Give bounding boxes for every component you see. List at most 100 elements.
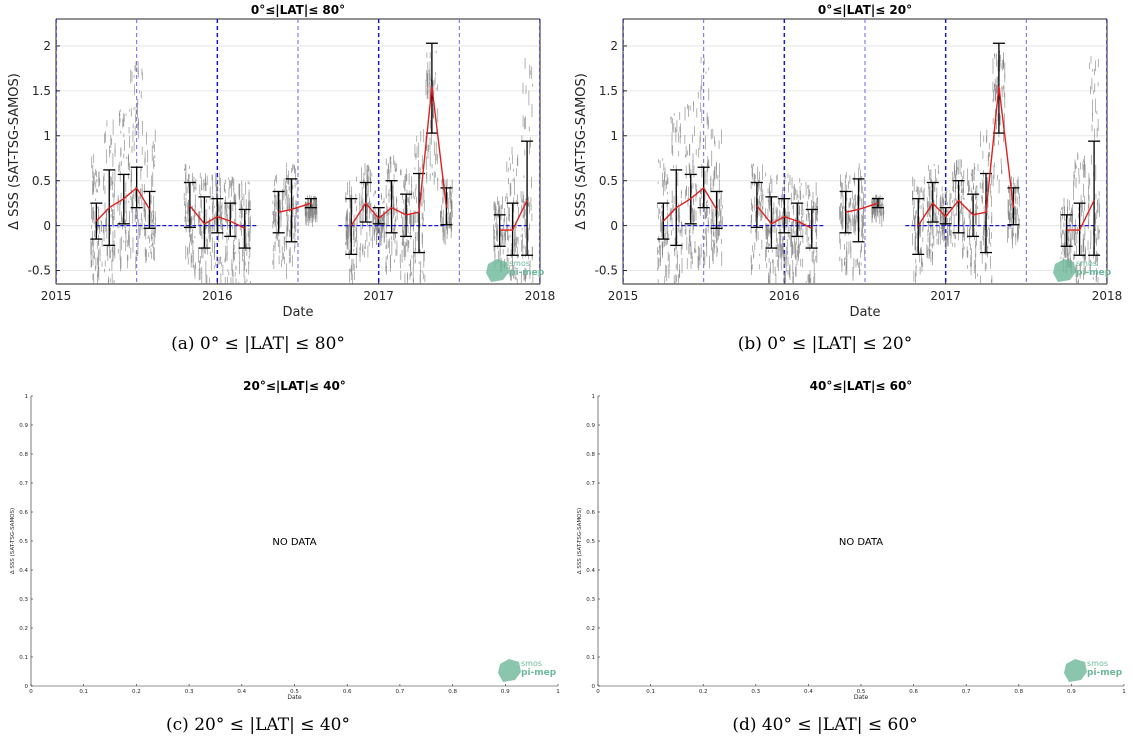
y-tick-label: 0.5 <box>599 174 618 188</box>
mean-line <box>756 205 813 229</box>
x-tick-label: 2017 <box>930 289 961 303</box>
x-tick-label: 2017 <box>363 289 394 303</box>
logo-text-line1: smos <box>1076 259 1097 268</box>
y-tick-label: 0.1 <box>19 655 28 661</box>
logo-text-line2: pi-mep <box>1087 668 1123 678</box>
no-data-label: NO DATA <box>272 537 316 548</box>
y-tick-label: 0.8 <box>586 452 595 458</box>
x-tick-label: 0.1 <box>646 689 655 695</box>
x-tick-label: 0.9 <box>1067 689 1076 695</box>
y-axis-label: Δ SSS (SAT-TSG-SAMOS) <box>7 73 22 230</box>
panel-title: 0°≤|LAT|≤ 80° <box>251 3 345 17</box>
x-tick-label: 0 <box>29 689 33 695</box>
panel-caption: (a) 0° ≤ |LAT| ≤ 80° <box>171 334 345 354</box>
x-axis-label: Date <box>849 305 880 320</box>
panel-4: 0 0.1 0.2 0.3 0.4 0.5 0.6 0.7 0.8 0.9 1 0 0.1 0.2 0.3 0… <box>577 379 1126 701</box>
logo-text-line1: smos <box>509 259 530 268</box>
y-tick-label: 0 <box>592 684 596 690</box>
y-tick-label: 0.4 <box>586 568 595 574</box>
x-tick-label: 0.1 <box>79 689 88 695</box>
x-tick-label: 2016 <box>202 289 233 303</box>
mean-line <box>278 202 312 213</box>
x-tick-label: 2015 <box>608 289 639 303</box>
mean-line <box>845 202 879 213</box>
logo-text-line1: smos <box>1087 659 1108 668</box>
panel-3: 0 0.1 0.2 0.3 0.4 0.5 0.6 0.7 0.8 0.9 1 0 0.1 0.2 0.3 0… <box>10 379 560 701</box>
y-tick-label: 1 <box>43 129 51 143</box>
panel-caption: (b) 0° ≤ |LAT| ≤ 20° <box>738 334 913 354</box>
x-tick-label: 2018 <box>525 289 556 303</box>
x-tick-label: 2016 <box>769 289 800 303</box>
y-tick-label: 0.7 <box>586 481 595 487</box>
y-tick-label: 0.9 <box>19 423 28 429</box>
y-tick-label: 0 <box>43 219 51 233</box>
x-axis-label: Date <box>854 694 869 701</box>
y-tick-label: 0.3 <box>586 597 595 603</box>
y-tick-label: 0.6 <box>586 510 595 516</box>
plot-area <box>56 19 540 284</box>
panel-title: 20°≤|LAT|≤ 40° <box>243 379 346 393</box>
y-tick-label: 0.9 <box>586 423 595 429</box>
logo-text-line2: pi-mep <box>521 668 557 678</box>
logo-text-line1: smos <box>521 659 542 668</box>
mean-line <box>1066 200 1095 231</box>
logo-text-line2: pi-mep <box>509 268 545 278</box>
x-tick-label: 0.2 <box>699 689 708 695</box>
y-tick-label: 1.5 <box>32 84 51 98</box>
logo-text-line2: pi-mep <box>1076 268 1112 278</box>
y-tick-label: 0.3 <box>19 597 28 603</box>
y-tick-label: 0.2 <box>586 626 595 632</box>
x-tick-label: 0.7 <box>396 689 405 695</box>
x-tick-label: 0.6 <box>343 689 352 695</box>
logo-mark-icon <box>486 259 509 282</box>
x-tick-label: 0.4 <box>237 689 246 695</box>
mean-line <box>350 86 448 226</box>
y-tick-label: 0.6 <box>19 510 28 516</box>
x-axis-label: Date <box>287 694 302 701</box>
x-tick-label: 0.7 <box>962 689 971 695</box>
panel-caption: (c) 20° ≤ |LAT| ≤ 40° <box>166 715 350 735</box>
mean-line <box>917 86 1015 226</box>
y-tick-label: 1 <box>610 129 618 143</box>
y-tick-label: -0.5 <box>28 264 51 278</box>
logo-mark-icon <box>1053 259 1076 282</box>
y-tick-label: 2 <box>610 39 618 53</box>
y-tick-label: -0.5 <box>595 264 618 278</box>
panel-1: -0.5 0 0.5 1 1.5 2 2015 2016 2017 2018 0°≤|LAT|≤ 8… <box>7 3 555 320</box>
x-tick-label: 1 <box>1122 689 1126 695</box>
x-tick-label: 0.5 <box>857 689 866 695</box>
logo-mark-icon <box>498 659 521 682</box>
x-tick-label: 0.9 <box>501 689 510 695</box>
y-tick-label: 2 <box>43 39 51 53</box>
x-tick-label: 1 <box>556 689 560 695</box>
panel-title: 0°≤|LAT|≤ 20° <box>818 3 912 17</box>
x-tick-label: 0.8 <box>1014 689 1023 695</box>
panel-2: -0.5 0 0.5 1 1.5 2 2015 2016 2017 2018 0°≤|LAT|≤ 2… <box>574 3 1122 320</box>
no-data-label: NO DATA <box>839 537 883 548</box>
panel-title: 40°≤|LAT|≤ 60° <box>810 379 913 393</box>
x-tick-label: 0.6 <box>909 689 918 695</box>
logo-mark-icon <box>1064 659 1087 682</box>
mean-line <box>189 205 246 229</box>
y-tick-label: 1 <box>25 394 29 400</box>
x-tick-label: 0.3 <box>751 689 760 695</box>
y-tick-label: 0.5 <box>32 174 51 188</box>
plot-area <box>623 19 1107 284</box>
mean-line <box>662 186 718 222</box>
y-tick-label: 1.5 <box>599 84 618 98</box>
y-tick-label: 0.1 <box>586 655 595 661</box>
y-tick-label: 0.4 <box>19 568 28 574</box>
mean-line <box>95 186 151 222</box>
x-tick-label: 2018 <box>1092 289 1123 303</box>
y-tick-label: 0.2 <box>19 626 28 632</box>
y-tick-label: 0.8 <box>19 452 28 458</box>
mean-line <box>499 200 528 231</box>
x-tick-label: 0.5 <box>290 689 299 695</box>
y-tick-label: 0.5 <box>19 539 28 545</box>
x-tick-label: 0.4 <box>804 689 813 695</box>
